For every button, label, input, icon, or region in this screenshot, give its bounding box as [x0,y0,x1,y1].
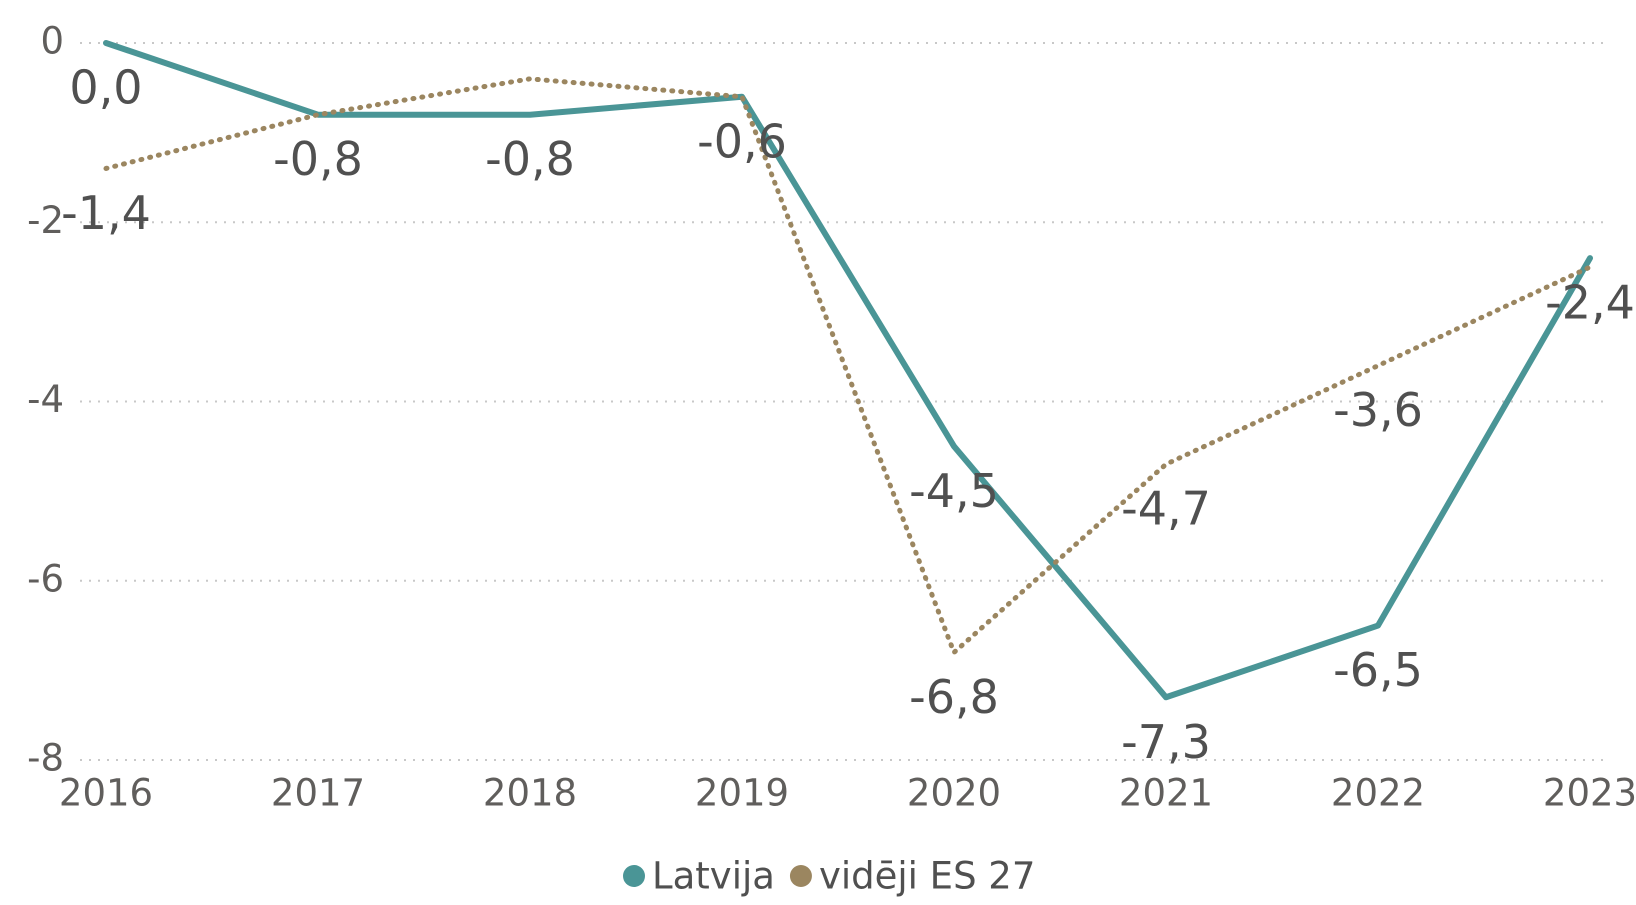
data-label: -4,7 [1121,482,1211,536]
x-tick-label: 2021 [1119,772,1213,815]
y-tick-label: 0 [40,20,64,63]
data-label: -0,8 [273,132,363,186]
x-tick-label: 2017 [271,772,365,815]
legend-label: vidēji ES 27 [819,855,1035,898]
data-label: -3,6 [1333,383,1423,437]
series-line [103,40,1593,701]
legend-label: Latvija [652,855,775,898]
data-label: -1,4 [61,186,151,240]
data-label: -2,4 [1545,276,1635,330]
legend-marker [789,865,812,887]
x-tick-label: 2020 [907,772,1001,815]
data-label: -6,5 [1333,643,1423,697]
y-tick-label: -2 [27,199,64,242]
legend-marker [623,865,645,887]
data-label: -4,5 [909,464,999,518]
data-label: -7,3 [1121,715,1211,769]
x-tick-label: 2016 [59,772,153,815]
y-tick-label: -4 [27,378,64,421]
series-line [103,76,1593,655]
y-tick-label: -8 [27,737,64,780]
data-label: -0,8 [485,132,575,186]
x-tick-label: 2022 [1331,772,1425,815]
data-label: -6,8 [909,670,999,724]
x-tick-label: 2023 [1543,772,1636,815]
data-label: -0,6 [697,114,787,168]
x-tick-label: 2019 [695,772,789,815]
x-tick-label: 2018 [483,772,577,815]
data-label: 0,0 [69,61,142,115]
y-tick-label: -6 [27,557,64,600]
